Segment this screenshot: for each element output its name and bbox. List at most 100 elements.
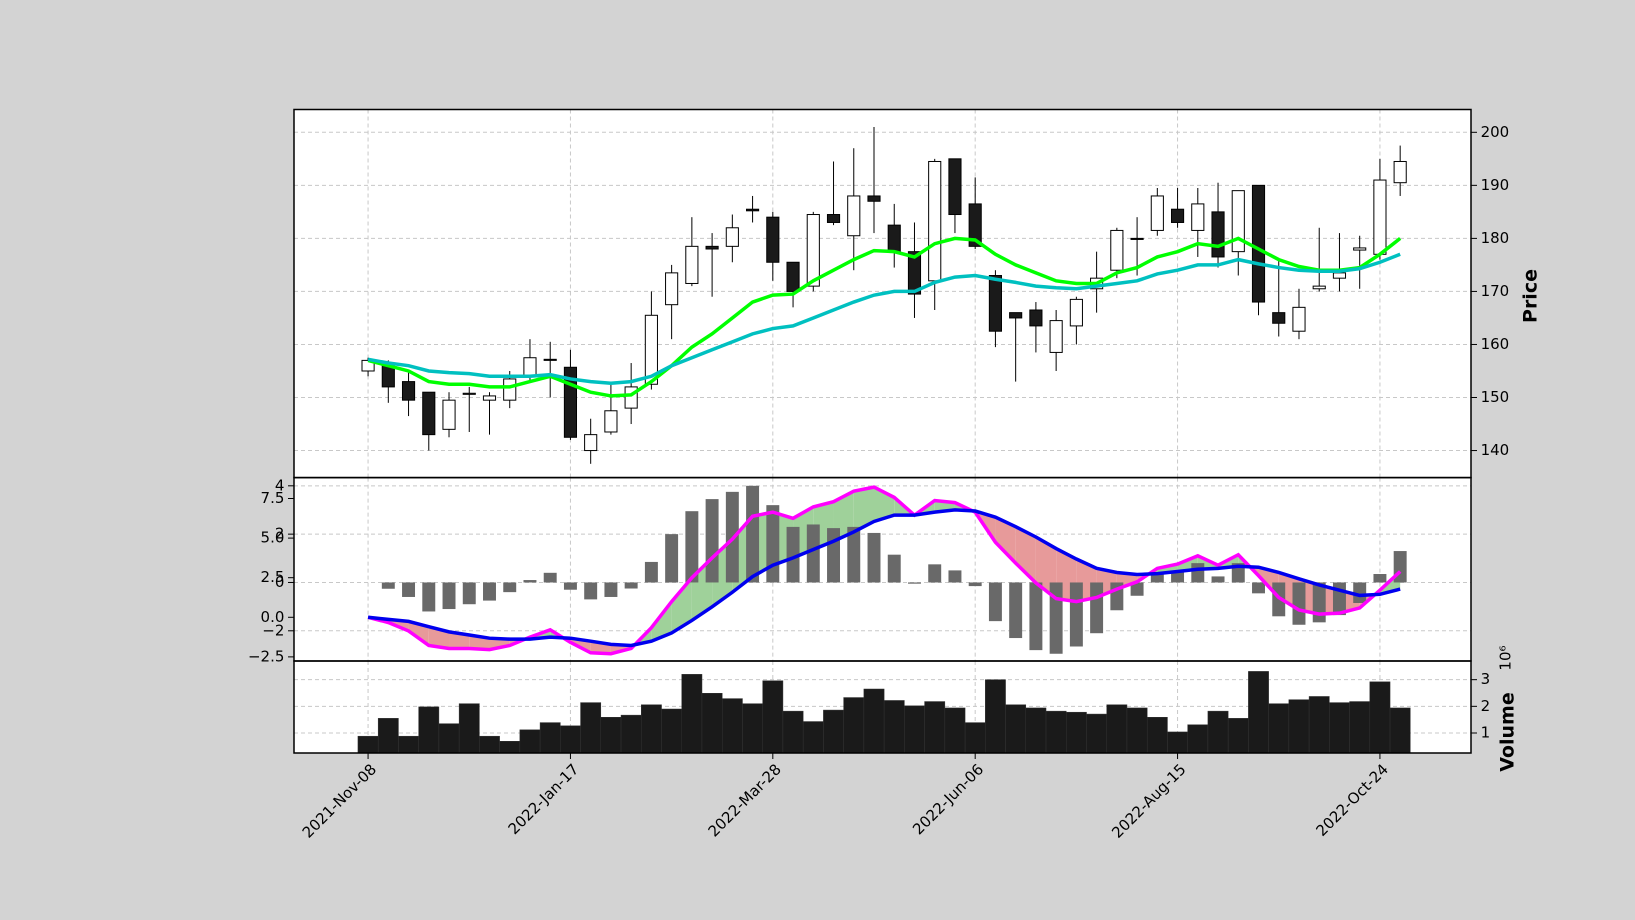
candle-body	[988, 275, 1002, 332]
volume-bar	[1167, 731, 1188, 754]
macd-histogram-bar	[1130, 582, 1144, 596]
volume-bar	[600, 717, 622, 754]
macd-histogram-bar	[907, 582, 921, 584]
candle-body	[746, 208, 760, 212]
volume-axis-label: Volume	[1497, 692, 1519, 771]
macd-histogram-bar	[786, 526, 800, 583]
volume-bar	[681, 674, 703, 754]
macd-histogram-bar	[402, 582, 416, 597]
macd-histogram-bar	[523, 580, 537, 583]
macd-histogram-bar	[1252, 582, 1265, 594]
volume-bar	[823, 709, 844, 754]
moving-average-line	[367, 252, 1401, 385]
candle-body	[665, 272, 679, 306]
candle-body	[685, 245, 699, 284]
y-tick-label: 160	[1481, 335, 1510, 353]
volume-bar	[499, 741, 521, 754]
y-tick-label: 7.5	[261, 489, 285, 507]
volume-bar	[863, 688, 885, 754]
macd-histogram-bar	[563, 582, 577, 590]
candle-body	[705, 245, 719, 250]
volume-bar	[1227, 718, 1249, 754]
candle-body	[644, 314, 658, 385]
candle-body	[928, 160, 942, 282]
volume-bar	[1005, 704, 1027, 754]
volume-bar	[661, 708, 682, 754]
x-tick-label: 2021-Nov-08	[299, 760, 380, 841]
macd-histogram-bar	[543, 572, 557, 583]
candle-body	[907, 251, 922, 295]
volume-bar	[782, 710, 804, 754]
candle-body	[584, 434, 598, 452]
macd-fill	[995, 517, 1016, 564]
volume-bar	[539, 722, 561, 754]
candle-body	[462, 392, 476, 395]
volume-bar	[1187, 724, 1209, 754]
candle-body	[503, 378, 517, 401]
candle-body	[1292, 306, 1306, 332]
macd-histogram-bar	[968, 582, 982, 587]
macd-histogram-bar	[1090, 582, 1104, 634]
candle-body	[523, 357, 537, 377]
macd-histogram-bar	[746, 485, 760, 583]
y-tick-label: 2.5	[261, 568, 285, 586]
macd-histogram-bar	[1150, 574, 1164, 583]
y-tick-label: 3	[1481, 670, 1491, 688]
macd-line	[367, 485, 1402, 656]
macd-histogram-bar	[1171, 571, 1185, 583]
macd-histogram-bar	[381, 582, 395, 589]
y-tick-label: 180	[1481, 229, 1510, 247]
volume-bar	[1389, 707, 1411, 754]
candle-body	[1231, 190, 1245, 253]
y-tick-label: 5.0	[261, 529, 285, 547]
macd-histogram-bar	[928, 564, 942, 583]
volume-bar	[742, 703, 763, 754]
macd-histogram-bar	[867, 532, 881, 583]
candle-body	[806, 214, 820, 287]
volume-bar	[924, 701, 946, 754]
candle-body	[482, 395, 497, 401]
candle-body	[442, 399, 456, 430]
macd-histogram-bar	[887, 554, 901, 583]
volume-bar	[964, 722, 986, 754]
macd-histogram-bar	[806, 524, 820, 583]
candle-body	[1110, 229, 1124, 271]
candle-body	[1251, 184, 1266, 303]
volume-bar	[418, 706, 440, 754]
candle-body	[1272, 312, 1286, 324]
macd-histogram-bar	[1312, 582, 1326, 623]
y-tick-label: 170	[1481, 282, 1510, 300]
candle-body	[1069, 298, 1083, 327]
y-tick-label: 2	[1481, 697, 1491, 715]
volume-bar	[398, 735, 419, 754]
moving-average-line	[367, 236, 1402, 398]
volume-bar	[883, 700, 905, 754]
macd-histogram-bar	[483, 582, 496, 601]
macd-fill	[853, 487, 875, 532]
volume-bar	[1308, 696, 1330, 754]
volume-bar	[985, 679, 1006, 754]
candle-body	[604, 410, 618, 433]
volume-bar	[843, 697, 865, 754]
candle-body	[847, 195, 861, 237]
y-tick-label: 0.0	[261, 608, 285, 626]
candle-body	[1191, 203, 1205, 231]
macd-fill	[1015, 526, 1036, 583]
volume-bar	[762, 680, 784, 754]
candle-body	[766, 216, 780, 263]
volume-bar	[1248, 671, 1269, 754]
candle-body	[1049, 320, 1063, 353]
candle-body	[1312, 285, 1326, 290]
y-tick-label: 190	[1481, 176, 1510, 194]
candle-body	[543, 358, 557, 361]
volume-bar	[1025, 707, 1047, 754]
x-tick-label: 2022-Mar-28	[705, 760, 785, 840]
y-tick-label: 200	[1481, 123, 1510, 141]
candle-body	[948, 158, 962, 216]
macd-fill	[671, 577, 692, 633]
y-tick-label: 4	[275, 476, 285, 494]
volume-bar	[721, 698, 743, 754]
volume-bar	[1126, 707, 1148, 754]
macd-histogram-bar	[644, 561, 658, 583]
